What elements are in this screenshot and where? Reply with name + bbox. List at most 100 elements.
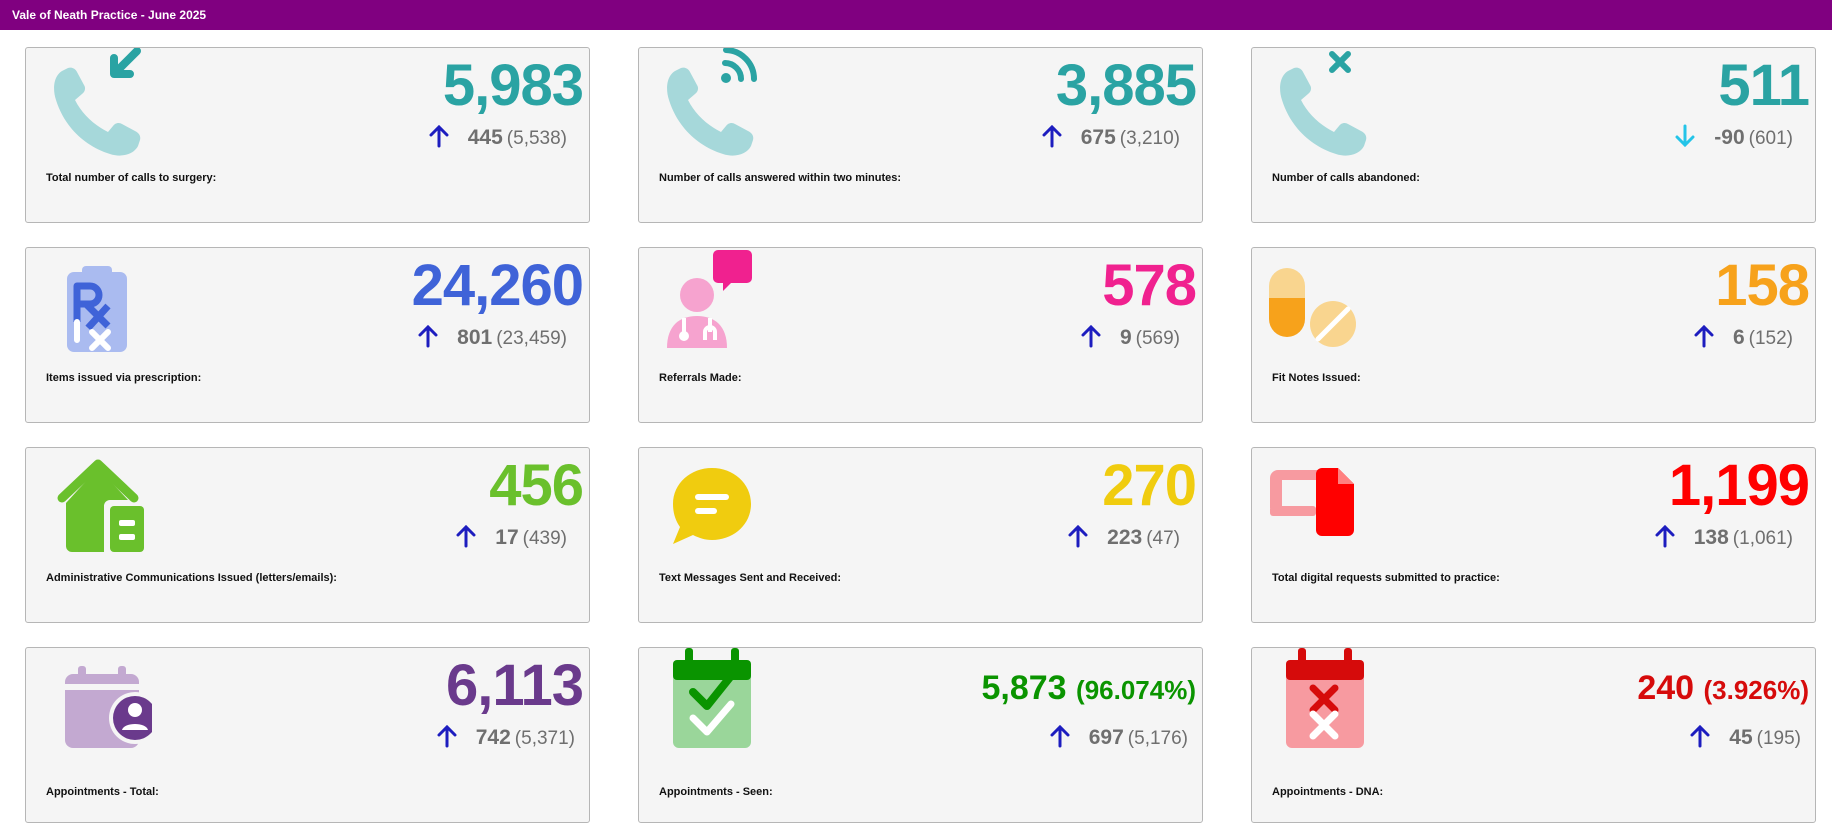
- kpi-change-value: 742: [475, 726, 511, 749]
- kpi-change-value: 9: [1119, 326, 1132, 349]
- kpi-previous-value: (5,371): [514, 728, 575, 749]
- kpi-change: 6 (152): [1693, 324, 1793, 353]
- kpi-previous-value: (439): [522, 528, 567, 549]
- kpi-value-percent: (96.074%): [1076, 675, 1196, 705]
- phone-incoming-icon: [42, 48, 152, 158]
- kpi-previous-value: (152): [1748, 328, 1793, 349]
- chat-bubble-icon: [655, 448, 765, 558]
- kpi-label: Appointments - Seen:: [659, 786, 773, 798]
- arrow-up-icon: [1081, 324, 1101, 348]
- arrow-up-icon: [1042, 124, 1062, 148]
- arrow-up-icon: [437, 724, 457, 748]
- kpi-change: 223 (47): [1067, 524, 1180, 553]
- doctor-referral-icon: [655, 248, 765, 358]
- phone-answered-icon: [655, 48, 765, 158]
- kpi-change-value: 17: [495, 526, 519, 549]
- kpi-change: 742 (5,371): [436, 724, 575, 753]
- kpi-value-number: 5,873: [981, 669, 1067, 707]
- digital-request-icon: [1268, 448, 1378, 558]
- kpi-change-value: 801: [457, 326, 493, 349]
- kpi-change-value: 223: [1107, 526, 1143, 549]
- kpi-value: 158: [1715, 253, 1810, 318]
- kpi-change-value: 697: [1088, 726, 1124, 749]
- dashboard-header: Vale of Neath Practice - June 2025: [0, 0, 1832, 30]
- kpi-previous-value: (1,061): [1732, 528, 1793, 549]
- kpi-change-value: 445: [467, 126, 503, 149]
- kpi-value: 5,983: [442, 53, 584, 118]
- kpi-change: 697 (5,176): [1049, 724, 1188, 753]
- arrow-up-icon: [1655, 524, 1675, 548]
- kpi-change: 138 (1,061): [1654, 524, 1793, 553]
- phone-abandoned-icon: [1268, 48, 1378, 158]
- arrow-down-icon: [1675, 124, 1695, 148]
- kpi-card-admin-comms: 456 17 (439) Administrative Communication…: [25, 447, 590, 623]
- kpi-previous-value: (195): [1756, 728, 1801, 749]
- kpi-value: 6,113: [446, 653, 584, 718]
- kpi-value: 1,199: [1668, 453, 1810, 518]
- arrow-up-icon: [1050, 724, 1070, 748]
- kpi-card-prescriptions: 24,260 801 (23,459) Items issued via pres…: [25, 247, 590, 423]
- kpi-label: Fit Notes Issued:: [1272, 372, 1361, 384]
- calendar-cross-icon: [1268, 648, 1378, 758]
- kpi-previous-value: (3,210): [1119, 128, 1180, 149]
- kpi-value: 270: [1102, 453, 1197, 518]
- kpi-value: 511: [1718, 53, 1810, 118]
- kpi-card-answered-calls: 3,885 675 (3,210) Number of calls answere…: [638, 47, 1203, 223]
- kpi-card-fit-notes: 158 6 (152) Fit Notes Issued:: [1251, 247, 1816, 423]
- kpi-change: -90 (601): [1674, 124, 1793, 153]
- kpi-change-value: 138: [1693, 526, 1729, 549]
- arrow-up-icon: [1694, 324, 1714, 348]
- kpi-value: 240 (3.926%): [1637, 668, 1809, 710]
- kpi-change: 17 (439): [455, 524, 567, 553]
- kpi-label: Administrative Communications Issued (le…: [46, 572, 337, 584]
- kpi-label: Appointments - Total:: [46, 786, 159, 798]
- kpi-card-abandoned-calls: 511 -90 (601) Number of calls abandoned:: [1251, 47, 1816, 223]
- kpi-change-value: -90: [1714, 126, 1745, 149]
- kpi-value-percent: (3.926%): [1703, 675, 1810, 705]
- calendar-person-icon: [42, 648, 152, 758]
- kpi-previous-value: (569): [1135, 328, 1180, 349]
- kpi-card-referrals: 578 9 (569) Referrals Made:: [638, 247, 1203, 423]
- kpi-label: Total number of calls to surgery:: [46, 172, 217, 184]
- kpi-change: 801 (23,459): [417, 324, 567, 353]
- kpi-card-text-messages: 270 223 (47) Text Messages Sent and Recei…: [638, 447, 1203, 623]
- kpi-previous-value: (5,538): [506, 128, 567, 149]
- page-title: Vale of Neath Practice - June 2025: [12, 8, 207, 22]
- kpi-change: 9 (569): [1080, 324, 1180, 353]
- kpi-change: 445 (5,538): [428, 124, 567, 153]
- kpi-card-appointments-dna: 240 (3.926%) 45 (195) Appointments - DNA:: [1251, 647, 1816, 823]
- kpi-card-appointments-seen: 5,873 (96.074%) 697 (5,176) Appointments …: [638, 647, 1203, 823]
- kpi-card-appointments-total: 6,113 742 (5,371) Appointments - Total:: [25, 647, 590, 823]
- arrow-up-icon: [456, 524, 476, 548]
- kpi-card-digital-requests: 1,199 138 (1,061) Total digital requests …: [1251, 447, 1816, 623]
- arrow-up-icon: [1068, 524, 1088, 548]
- prescription-icon: [42, 248, 152, 358]
- pills-icon: [1268, 248, 1378, 358]
- kpi-value: 456: [489, 453, 584, 518]
- arrow-up-icon: [429, 124, 449, 148]
- arrow-up-icon: [418, 324, 438, 348]
- kpi-previous-value: (23,459): [496, 328, 567, 349]
- kpi-previous-value: (601): [1748, 128, 1793, 149]
- kpi-change-value: 675: [1080, 126, 1116, 149]
- kpi-previous-value: (5,176): [1127, 728, 1188, 749]
- kpi-label: Referrals Made:: [659, 372, 742, 384]
- kpi-change-value: 45: [1729, 726, 1753, 749]
- kpi-label: Appointments - DNA:: [1272, 786, 1384, 798]
- kpi-value: 24,260: [411, 253, 584, 318]
- kpi-label: Number of calls answered within two minu…: [659, 172, 902, 184]
- kpi-label: Text Messages Sent and Received:: [659, 572, 841, 584]
- kpi-label: Number of calls abandoned:: [1272, 172, 1420, 184]
- kpi-label: Total digital requests submitted to prac…: [1272, 572, 1500, 584]
- kpi-value: 3,885: [1055, 53, 1197, 118]
- house-letter-icon: [42, 448, 152, 558]
- kpi-label: Items issued via prescription:: [46, 372, 202, 384]
- kpi-value: 5,873 (96.074%): [981, 668, 1196, 710]
- kpi-change-value: 6: [1732, 326, 1745, 349]
- kpi-value-number: 240: [1637, 669, 1695, 707]
- kpi-change: 45 (195): [1689, 724, 1801, 753]
- arrow-up-icon: [1690, 724, 1710, 748]
- calendar-check-icon: [655, 648, 765, 758]
- kpi-previous-value: (47): [1146, 528, 1180, 549]
